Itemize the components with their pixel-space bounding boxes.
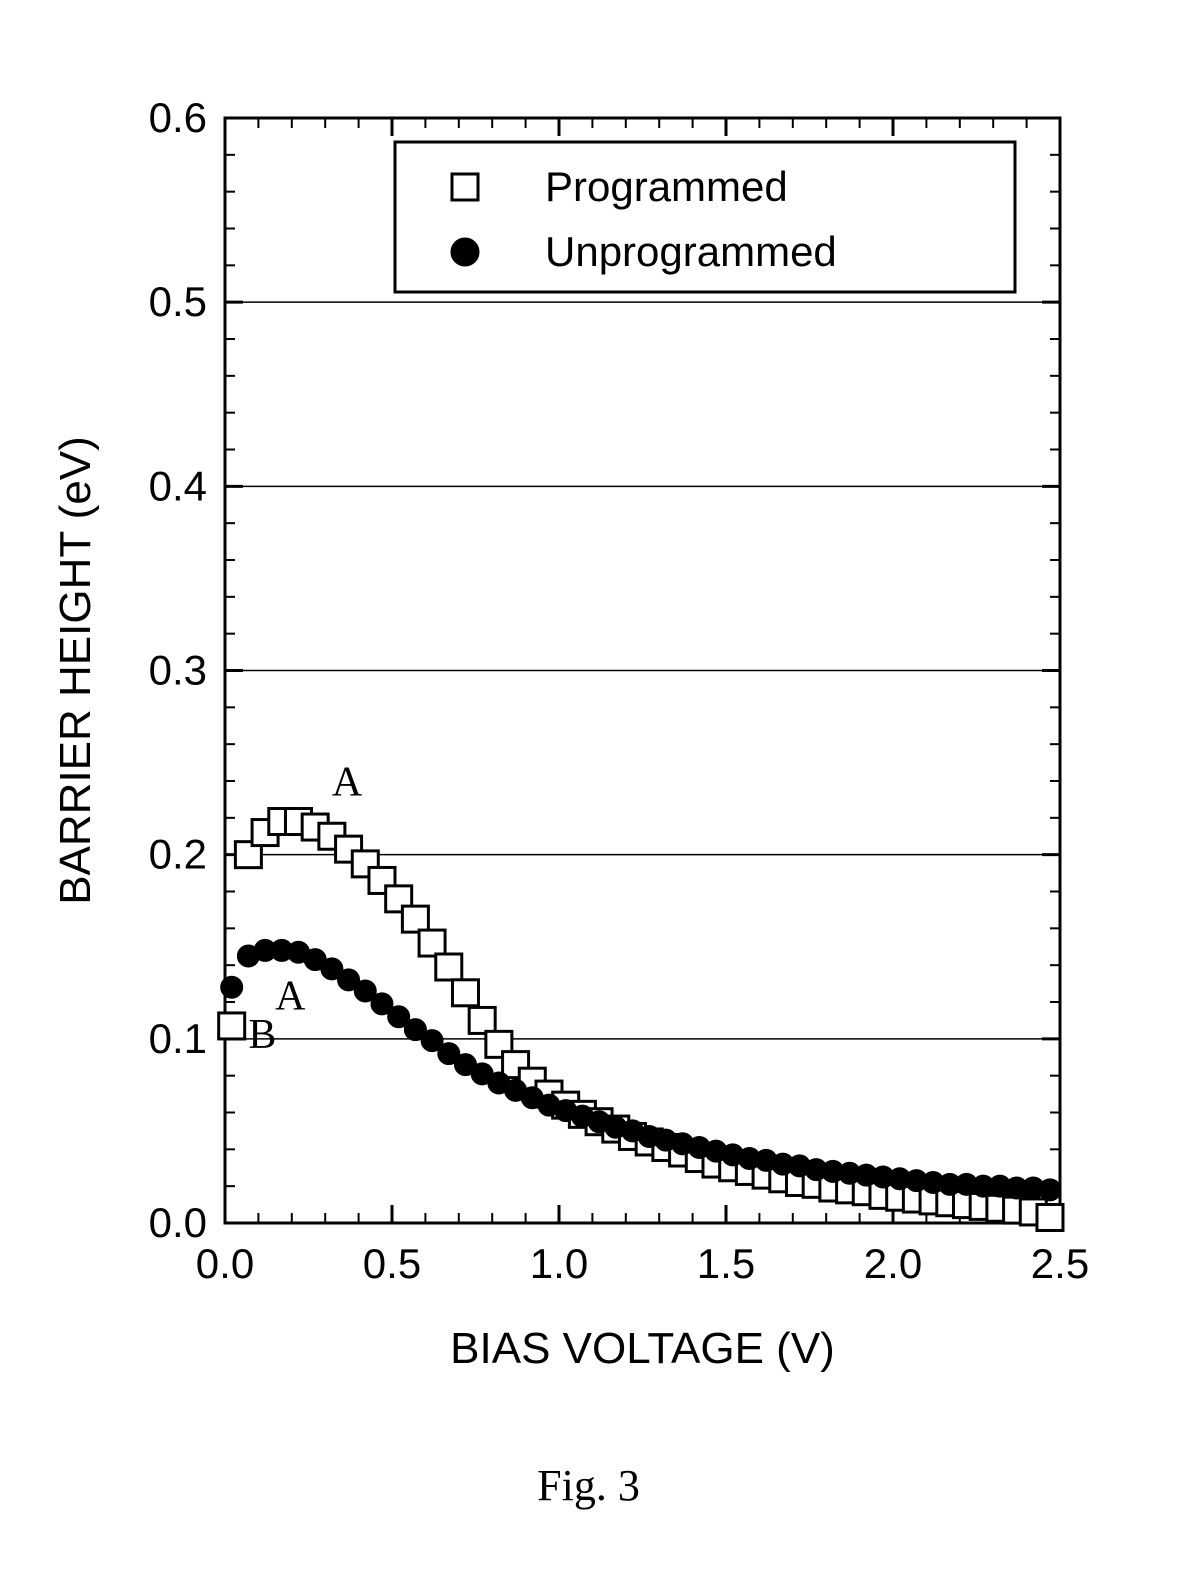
- marker-open-square: [452, 980, 478, 1006]
- y-tick-label: 0.6: [149, 94, 207, 141]
- figure-caption: Fig. 3: [537, 1461, 640, 1510]
- marker-open-square: [419, 930, 445, 956]
- marker-open-square: [219, 1013, 245, 1039]
- marker-open-square: [1037, 1204, 1063, 1230]
- x-axis-label: BIAS VOLTAGE (V): [450, 1324, 835, 1373]
- marker-filled-circle: [221, 976, 243, 998]
- annotation-label: A: [275, 973, 306, 1019]
- marker-open-square: [469, 1007, 495, 1033]
- y-tick-label: 0.4: [149, 462, 207, 509]
- x-tick-label: 1.5: [697, 1240, 755, 1287]
- figure-container: 0.0 0.5 1.0 1.5 2.0 2.5 BIAS VOLTAGE (V) 0.0 0.1…: [0, 0, 1177, 1583]
- y-tick-label: 0.1: [149, 1015, 207, 1062]
- legend-label: Unprogrammed: [545, 228, 837, 275]
- y-tick-label: 0.2: [149, 831, 207, 878]
- marker-open-square: [402, 906, 428, 932]
- y-tick-label: 0.3: [149, 647, 207, 694]
- x-tick-label: 2.0: [864, 1240, 922, 1287]
- y-tick-label: 0.0: [149, 1199, 207, 1246]
- barrier-height-chart: 0.0 0.5 1.0 1.5 2.0 2.5 BIAS VOLTAGE (V) 0.0 0.1…: [0, 0, 1177, 1583]
- legend-label: Programmed: [545, 163, 788, 210]
- marker-filled-circle: [452, 239, 478, 265]
- x-tick-label: 2.5: [1031, 1240, 1089, 1287]
- marker-open-square: [452, 174, 478, 200]
- y-axis-label: BARRIER HEIGHT (eV): [51, 436, 100, 905]
- x-tick-label: 0.0: [196, 1240, 254, 1287]
- x-tick-label: 1.0: [530, 1240, 588, 1287]
- y-tick-label: 0.5: [149, 278, 207, 325]
- annotation-label: B: [248, 1012, 276, 1058]
- marker-open-square: [436, 954, 462, 980]
- annotation-label: A: [332, 760, 363, 806]
- marker-filled-circle: [1039, 1179, 1061, 1201]
- x-tick-label: 0.5: [363, 1240, 421, 1287]
